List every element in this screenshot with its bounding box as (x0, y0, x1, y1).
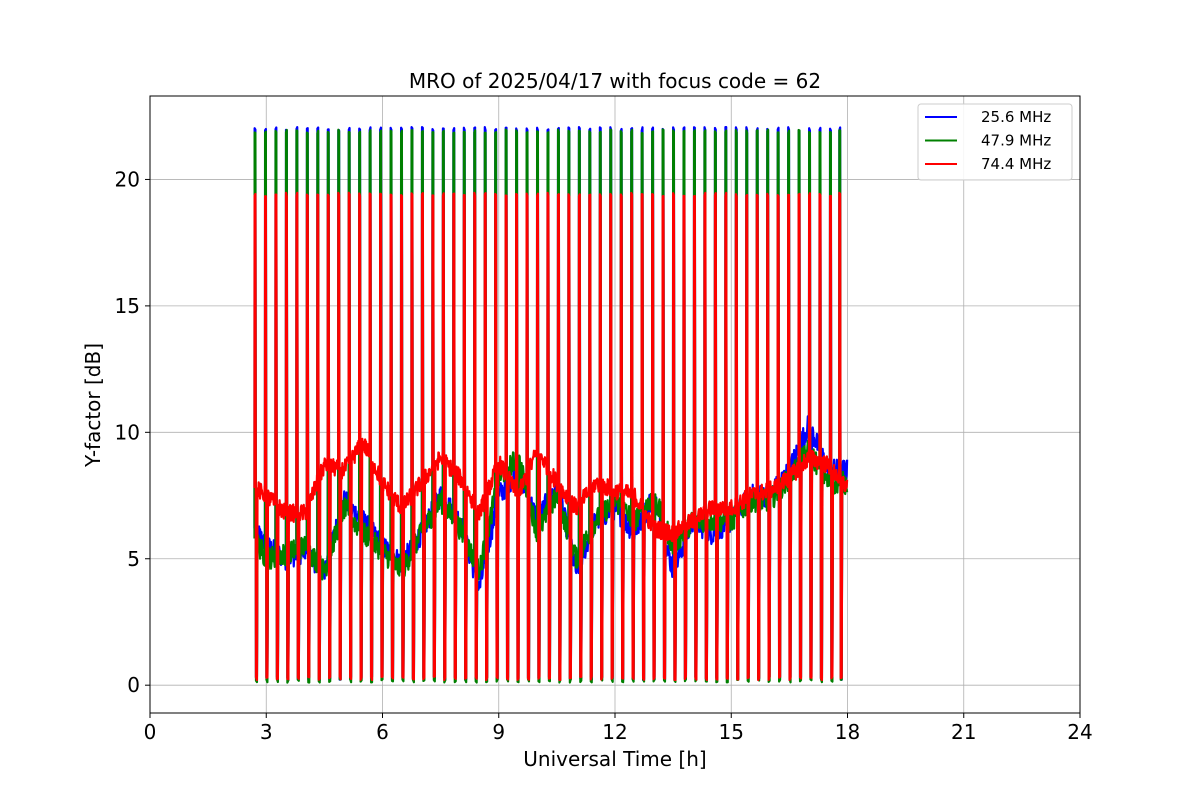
series-line-3 (253, 191, 849, 682)
y-axis-title: Y-factor [dB] (81, 343, 105, 468)
y-tick-label: 5 (127, 547, 140, 571)
axis-ticks: 0 3 6 9 12 15 18 21 24 0 5 10 15 20 (115, 167, 1093, 744)
x-tick-label: 6 (376, 720, 389, 744)
y-tick-label: 0 (127, 673, 140, 697)
legend-box (917, 103, 1073, 181)
x-tick-label: 15 (719, 720, 744, 744)
x-tick-label: 12 (602, 720, 627, 744)
x-tick-label: 3 (260, 720, 273, 744)
x-tick-label: 9 (492, 720, 505, 744)
legend-label: 47.9 MHz (981, 132, 1051, 150)
plot-area (253, 125, 849, 684)
y-tick-label: 10 (115, 420, 140, 444)
legend-label: 25.6 MHz (981, 108, 1051, 126)
x-tick-label: 24 (1067, 720, 1092, 744)
y-tick-label: 20 (115, 167, 140, 191)
x-tick-label: 21 (951, 720, 976, 744)
x-axis-title: Universal Time [h] (523, 747, 706, 771)
y-tick-label: 15 (115, 294, 140, 318)
legend: 25.6 MHz 47.9 MHz 74.4 MHz (917, 103, 1073, 181)
legend-label: 74.4 MHz (981, 155, 1051, 173)
x-tick-label: 0 (144, 720, 157, 744)
x-tick-label: 18 (835, 720, 860, 744)
chart-title: MRO of 2025/04/17 with focus code = 62 (409, 69, 821, 93)
